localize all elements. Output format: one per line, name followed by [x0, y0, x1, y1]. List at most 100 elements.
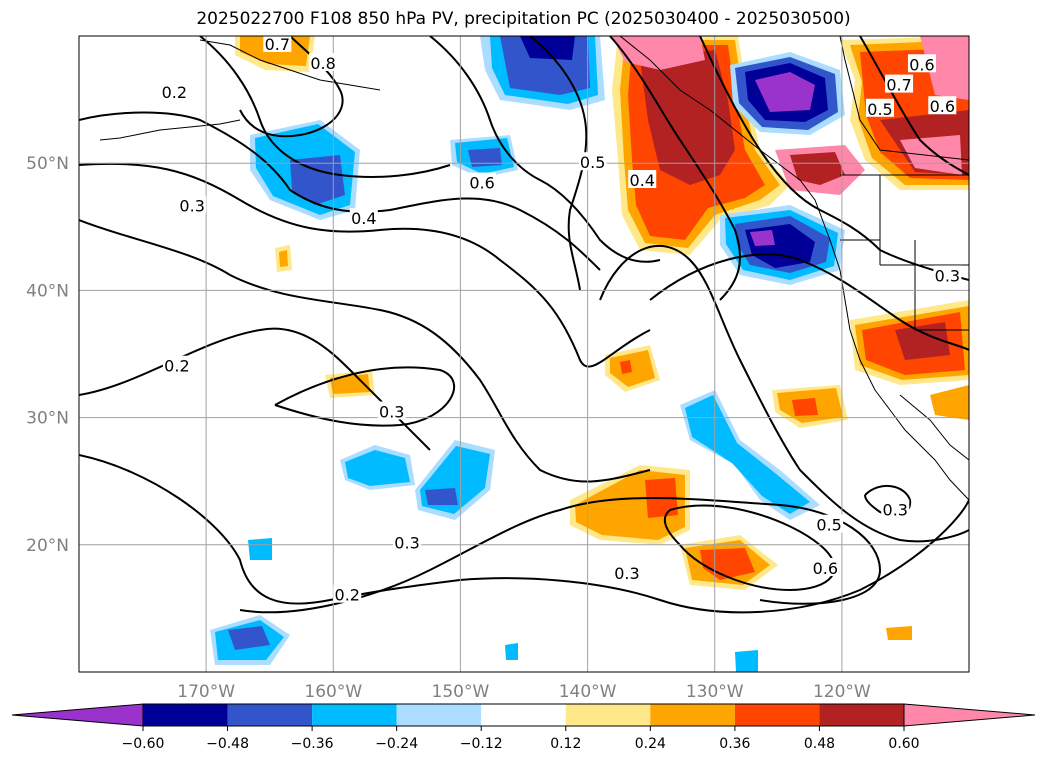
contour-label-text: 0.2 [164, 357, 189, 376]
contour-label-4: 0.4 [349, 208, 378, 228]
contour-label-bg [881, 499, 910, 518]
contour-label-7: 0.4 [628, 170, 657, 190]
contour-label-bg [811, 557, 840, 576]
contour-label-text: 0.8 [310, 54, 335, 73]
contour-label-text: 0.6 [909, 55, 934, 74]
contour-label-text: 0.5 [580, 153, 605, 172]
colorbar-label-5: 0.12 [550, 736, 581, 752]
colorbar-segment-3 [396, 704, 482, 726]
colorbar-label-2: −0.36 [291, 736, 334, 752]
precip-shading [210, 36, 969, 672]
colorbar-label-1: −0.48 [206, 736, 249, 752]
contour-label-text: 0.2 [335, 586, 360, 605]
contour-labels: 0.8 0.7 0.2 0.3 0.4 0.6 0.5 0.4 0.2 0.3 0.3 0.2 0.3 0… [160, 35, 962, 605]
lat-label-20: 20°N [26, 536, 69, 556]
contour-label-text: 0.5 [867, 100, 892, 119]
lat-label-30: 30°N [26, 409, 69, 429]
contour-label-bg [933, 265, 962, 284]
contour-label-text: 0.5 [816, 516, 841, 535]
contour-label-19: 0.5 [866, 98, 894, 119]
colorbar-label-0: −0.60 [122, 736, 165, 752]
colorbar-label-6: 0.24 [635, 736, 666, 752]
colorbar-segment-7 [734, 704, 820, 726]
colorbar-frame [142, 703, 905, 727]
contour-label-6: 0.5 [578, 152, 607, 172]
colorbar-label-7: 0.36 [719, 736, 750, 752]
contour-label-bg [160, 82, 189, 101]
contour-label-text: 0.7 [265, 35, 290, 54]
contour-label-text: 0.3 [179, 196, 204, 215]
contour-label-text: 0.2 [162, 83, 187, 102]
contour-label-text: 0.3 [883, 500, 908, 519]
contour-label-bg [162, 355, 191, 374]
contour-label-bg [333, 584, 362, 603]
colorbar-label-8: 0.48 [804, 736, 835, 752]
lon-label-150: 150°W [432, 682, 490, 702]
contour-label-text: 0.3 [935, 266, 960, 285]
contour-label-text: 0.7 [886, 76, 911, 95]
colorbar-extend-low [11, 703, 144, 727]
contour-label-text: 0.4 [351, 209, 376, 228]
contour-label-bg [815, 514, 844, 533]
contour-label-13: 0.5 [815, 514, 844, 535]
contour-label-bg [377, 401, 406, 420]
lon-label-130: 130°W [686, 682, 744, 702]
contour-label-bg [612, 563, 641, 582]
graticule [79, 36, 969, 672]
contour-label-8: 0.2 [162, 355, 191, 376]
contour-label-18: 0.7 [885, 74, 914, 95]
contour-label-bg [866, 98, 894, 117]
contour-label-17: 0.6 [907, 54, 936, 74]
map-panel: 0.8 0.7 0.2 0.3 0.4 0.6 0.5 0.4 0.2 0.3 0.3 0.2 0.3 0… [78, 35, 970, 673]
lat-label-50: 50°N [26, 154, 69, 174]
lon-label-170: 170°W [177, 682, 235, 702]
contour-label-16: 0.3 [933, 265, 962, 285]
contour-label-14: 0.6 [811, 557, 840, 578]
contour-label-text: 0.6 [469, 174, 494, 193]
contour-label-text: 0.6 [813, 559, 838, 578]
map-frame [78, 35, 970, 673]
contour-label-bg [178, 195, 207, 214]
colorbar-label-9: 0.60 [888, 736, 919, 752]
contour-label-text: 0.4 [630, 171, 655, 190]
contour-label-bg [393, 532, 422, 551]
contour-label-10: 0.3 [393, 532, 422, 553]
contour-label-bg [928, 96, 957, 115]
contour-label-2: 0.2 [160, 82, 189, 102]
latitude-labels: 20°N 30°N 40°N 50°N [26, 154, 69, 556]
contour-label-bg [349, 208, 378, 227]
contour-label-bg [309, 52, 338, 71]
contour-label-bg [468, 172, 497, 191]
colorbar-label-4: −0.12 [460, 736, 503, 752]
colorbar-segment-4 [481, 704, 566, 726]
colorbar-segment-0 [143, 704, 228, 726]
colorbar-extend-high [903, 703, 1036, 727]
contour-label-15: 0.3 [881, 499, 910, 519]
colorbar-segment-6 [650, 704, 735, 726]
contour-label-3: 0.3 [178, 195, 207, 215]
contour-label-text: 0.3 [614, 564, 639, 583]
contour-label-11: 0.2 [333, 584, 362, 605]
lon-label-140: 140°W [559, 682, 617, 702]
colorbar-segment-1 [227, 704, 313, 726]
contour-label-0: 0.8 [309, 52, 338, 73]
contour-label-bg [628, 170, 657, 189]
colorbar-label-3: −0.24 [375, 736, 418, 752]
colorbar-segment-2 [312, 704, 397, 726]
contour-label-text: 0.3 [394, 534, 419, 553]
contour-label-12: 0.3 [612, 563, 641, 583]
lon-label-120: 120°W [813, 682, 871, 702]
contour-label-9: 0.3 [377, 401, 406, 422]
contour-label-bg [578, 152, 607, 171]
lat-label-40: 40°N [26, 281, 69, 301]
colorbar-segment-8 [819, 704, 904, 726]
contour-label-5: 0.6 [468, 172, 497, 193]
colorbar-segment-5 [565, 704, 651, 726]
contour-label-bg [907, 54, 936, 73]
contour-label-bg [885, 74, 914, 93]
contour-label-20: 0.6 [928, 96, 957, 116]
coastlines [99, 36, 969, 501]
colorbar: −0.60 −0.48 −0.36 −0.24 −0.12 0.12 0.24 0.36 0.4… [11, 703, 1036, 752]
contour-label-1: 0.7 [263, 35, 292, 54]
chart-title: 2025022700 F108 850 hPa PV, precipitatio… [196, 9, 851, 29]
